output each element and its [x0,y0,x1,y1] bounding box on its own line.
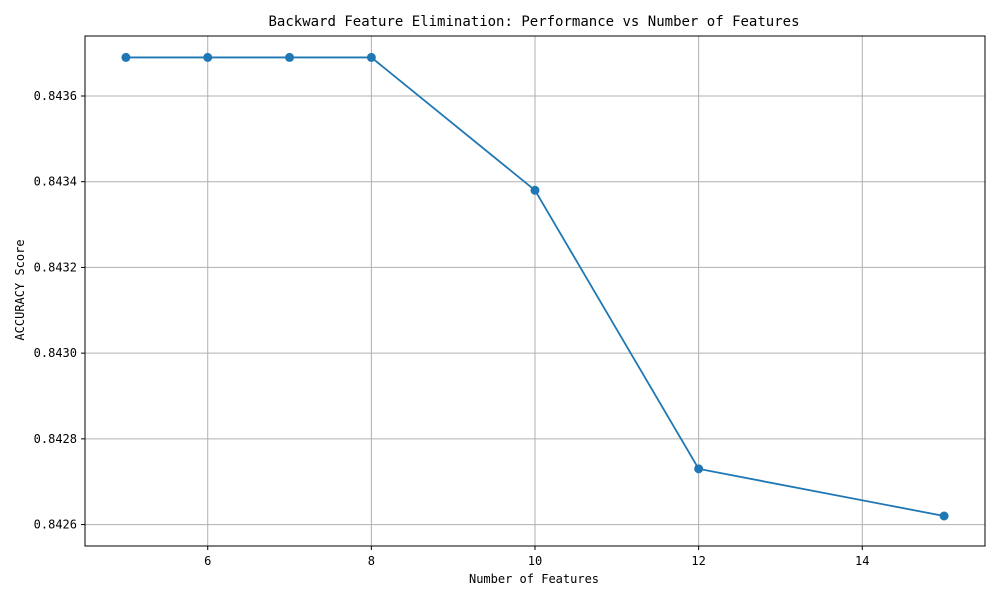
x-tick-label: 8 [368,554,375,568]
y-tick-label: 0.8432 [34,260,77,274]
y-tick-label: 0.8428 [34,432,77,446]
data-point [203,52,213,62]
y-tick-label: 0.8436 [34,89,77,103]
chart-title: Backward Feature Elimination: Performanc… [268,14,799,30]
x-tick-label: 12 [691,554,705,568]
data-point [530,185,540,195]
series-group [121,52,949,521]
x-tick-label: 14 [855,554,869,568]
y-tick-label: 0.8434 [34,175,77,189]
data-point [121,52,131,62]
y-tick-label: 0.8430 [34,346,77,360]
y-tick-label: 0.8426 [34,518,77,532]
data-point [939,511,949,521]
grid-lines [85,36,985,546]
x-tick-label: 10 [528,554,542,568]
x-axis-label: Number of Features [469,572,599,586]
axis-ticks: 6 8 10 12 14 0.8426 0.8428 0.8430 0.8432 0.8434 0.… [34,89,870,568]
data-point [694,464,704,474]
y-axis-label: ACCURACY Score [13,239,27,340]
data-point [285,52,295,62]
x-tick-label: 6 [204,554,211,568]
data-point [366,52,376,62]
